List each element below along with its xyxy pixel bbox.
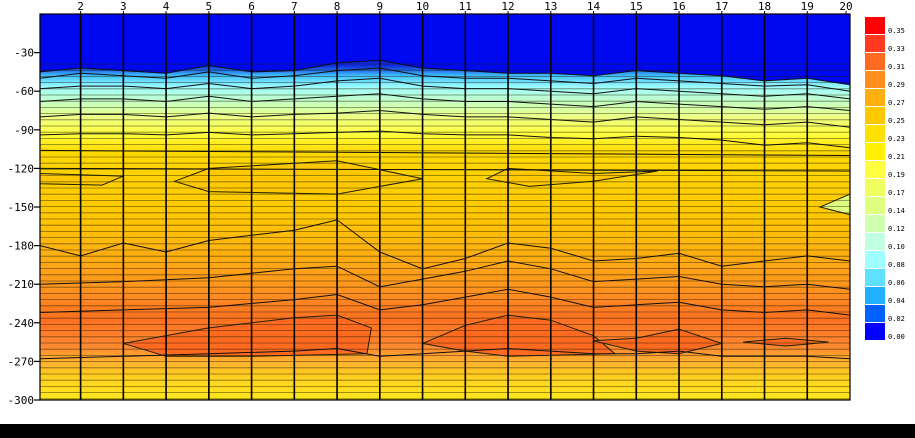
colorbar-swatch [865, 143, 885, 160]
footer-bar [0, 424, 915, 438]
y-tick-label: -300 [8, 394, 35, 407]
colorbar-swatch [865, 215, 885, 232]
x-tick-label: 16 [672, 0, 685, 13]
colorbar-swatch [865, 305, 885, 322]
y-tick-label: -240 [8, 317, 35, 330]
x-tick-label: 10 [416, 0, 429, 13]
y-tick-label: -150 [8, 201, 35, 214]
y-tick-label: -120 [8, 162, 35, 175]
x-tick-label: 18 [758, 0, 771, 13]
colorbar-swatch [865, 35, 885, 52]
x-tick-label: 12 [501, 0, 514, 13]
x-tick-label: 6 [248, 0, 255, 13]
colorbar-label: 0.35 [888, 27, 905, 35]
contour-line-l8 [40, 219, 850, 270]
contour-line-l3 [40, 93, 850, 111]
x-tick-label: 13 [544, 0, 557, 13]
y-tick-label: -90 [14, 124, 34, 137]
y-tick-label: -30 [14, 47, 34, 60]
colorbar-label: 0.10 [888, 243, 905, 251]
colorbar-label: 0.29 [888, 81, 905, 89]
x-tick-label: 5 [206, 0, 213, 13]
colorbar-label: 0.31 [888, 63, 905, 71]
x-tick-label: 15 [630, 0, 643, 13]
colorbar-label: 0.27 [888, 99, 905, 107]
colorbar-swatch [865, 251, 885, 268]
x-tick-label: 7 [291, 0, 298, 13]
x-tick-label: 19 [801, 0, 814, 13]
y-tick-label: -60 [14, 85, 34, 98]
colorbar-label: 0.02 [888, 315, 905, 323]
colorbar-label: 0.00 [888, 333, 905, 341]
colorbar-swatch [865, 17, 885, 34]
colorbar-swatch [865, 287, 885, 304]
colorbar-swatch [865, 161, 885, 178]
contour-line-l6 [40, 149, 850, 156]
contour-line-l7 [40, 167, 850, 172]
contour-line-l2 [40, 77, 850, 100]
x-tick-label: 17 [715, 0, 728, 13]
colorbar-swatch [865, 197, 885, 214]
colorbar-label: 0.19 [888, 171, 905, 179]
colorbar-swatch [865, 269, 885, 286]
colorbar-label: 0.21 [888, 153, 905, 161]
colorbar-swatch [865, 71, 885, 88]
x-tick-label: 14 [587, 0, 601, 13]
colorbar-swatch [865, 179, 885, 196]
colorbar-label: 0.33 [888, 45, 905, 53]
contour-line-l4 [40, 109, 850, 128]
colorbar-swatch [865, 323, 885, 340]
surface-band [40, 14, 850, 85]
colorbar-label: 0.23 [888, 135, 905, 143]
contour-line-l5 [40, 130, 850, 149]
x-tick-label: 2 [77, 0, 84, 13]
contour-line-surface [40, 59, 850, 86]
colorbar-swatch [865, 107, 885, 124]
colorbar-label: 0.25 [888, 117, 905, 125]
colorbar-swatch [865, 125, 885, 142]
y-tick-label: -180 [8, 240, 35, 253]
x-tick-label: 20 [839, 0, 852, 13]
x-tick-label: 11 [459, 0, 472, 13]
colorbar-label: 0.04 [888, 297, 905, 305]
x-tick-label: 9 [377, 0, 384, 13]
x-tick-label: 8 [334, 0, 341, 13]
colorbar-swatch [865, 233, 885, 250]
colorbar-swatch [865, 89, 885, 106]
y-tick-label: -210 [8, 278, 35, 291]
x-tick-label: 3 [120, 0, 127, 13]
colorbar-label: 0.12 [888, 225, 905, 233]
y-tick-label: -270 [8, 355, 35, 368]
contour-line-l1 [40, 67, 850, 92]
x-tick-label: 4 [163, 0, 170, 13]
colorbar-label: 0.06 [888, 279, 905, 287]
colorbar-label: 0.14 [888, 207, 905, 215]
colorbar-swatch [865, 53, 885, 70]
colorbar-label: 0.08 [888, 261, 905, 269]
colorbar-label: 0.17 [888, 189, 905, 197]
